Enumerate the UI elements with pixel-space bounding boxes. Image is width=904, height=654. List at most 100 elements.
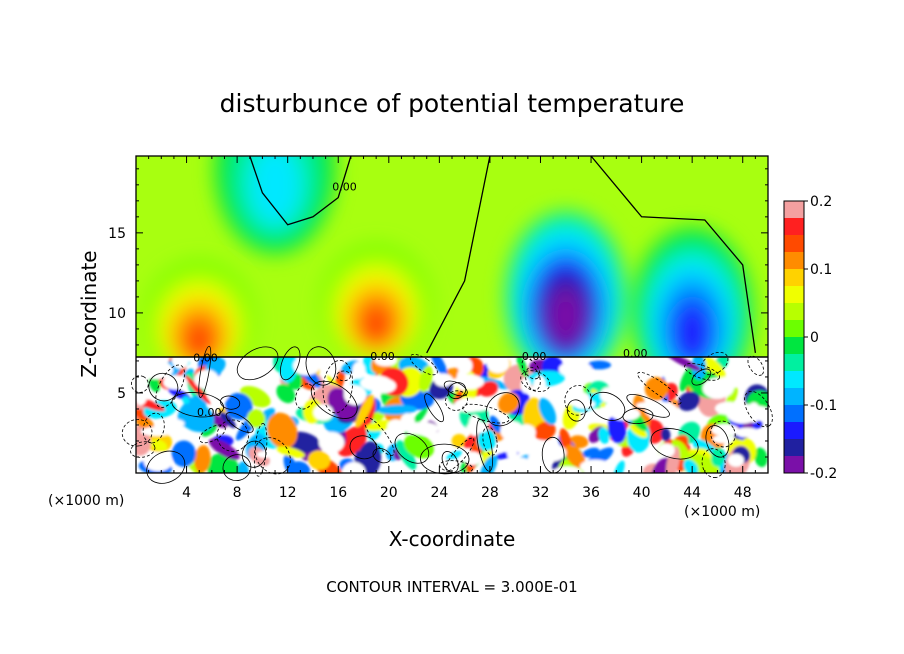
lower-contour	[305, 346, 337, 386]
lower-patch-white	[387, 419, 404, 435]
lower-contour	[747, 355, 765, 376]
colorbar-tick-label: -0.2	[810, 466, 837, 482]
lower-patch-white	[256, 450, 273, 459]
lower-patch-white	[207, 392, 229, 401]
lower-patch	[479, 381, 499, 397]
lower-contour	[254, 437, 291, 475]
contour-label: 0.00	[522, 350, 547, 363]
colorbar-tick-label: 0.1	[810, 262, 832, 278]
lower-contour	[236, 346, 279, 381]
lower-contour	[198, 345, 212, 398]
lower-patch-white	[712, 434, 734, 444]
lower-contour	[710, 420, 736, 448]
lower-contour	[462, 403, 510, 424]
lower-patch	[185, 375, 211, 405]
x-tick-label: 44	[683, 485, 701, 501]
lower-patch	[377, 404, 417, 415]
lower-contour	[372, 448, 392, 464]
lower-patch-white	[318, 431, 345, 453]
lower-contour	[424, 393, 444, 423]
lower-contour	[520, 370, 551, 392]
lower-contour	[225, 412, 254, 433]
lower-patch	[201, 424, 217, 437]
lower-contour	[121, 419, 153, 447]
lower-contour	[171, 392, 224, 418]
y-tick-label: 15	[108, 226, 126, 242]
colorbar-swatch	[784, 354, 804, 372]
lower-patch	[453, 389, 463, 405]
colorbar-swatch	[784, 252, 804, 270]
lower-patches	[136, 357, 768, 473]
lower-patch	[587, 360, 612, 370]
colorbar-swatch	[784, 218, 804, 236]
lower-contour	[700, 351, 729, 376]
lower-patch-white	[463, 400, 491, 412]
lower-contour	[222, 454, 252, 482]
colorbar-swatch	[784, 422, 804, 440]
lower-patch	[607, 415, 627, 444]
lower-patch	[276, 383, 296, 404]
lower-contour	[684, 363, 721, 381]
zero-contour	[249, 155, 352, 226]
lower-patch	[629, 423, 648, 438]
lower-patch-white	[600, 387, 617, 403]
colorbar-tick-label: 0.2	[810, 194, 832, 210]
lower-patch	[691, 357, 707, 380]
x-tick-label: 20	[380, 485, 398, 501]
lower-patch	[238, 461, 249, 473]
lower-patch	[266, 412, 298, 449]
lower-contour	[146, 450, 186, 484]
contour-lines: 0.00 0.00 0.00 0.00 0.00 0.00	[121, 155, 773, 484]
zero-contour	[590, 155, 757, 353]
colorbar-swatch	[784, 405, 804, 423]
lower-patch-white	[579, 459, 611, 473]
zero-contour	[426, 155, 491, 354]
lower-contour	[691, 368, 712, 386]
chart-title: disturbunce of potential temperature	[220, 89, 685, 118]
lower-contour	[336, 370, 351, 382]
lower-patch	[208, 438, 240, 460]
lower-patch	[182, 396, 190, 405]
contour-label: 0.00	[332, 180, 357, 193]
lower-contour	[394, 432, 430, 464]
lower-patch-white	[566, 391, 590, 407]
lower-patch	[355, 394, 374, 428]
colorbar-tick-label: -0.1	[810, 398, 837, 414]
lower-patch-white	[140, 426, 173, 436]
lower-patch	[403, 434, 435, 459]
colorbar-swatch	[784, 371, 804, 389]
colorbar-swatch	[784, 303, 804, 321]
lower-patch	[677, 391, 701, 411]
x-tick-label: 16	[329, 485, 347, 501]
lower-contour	[701, 448, 726, 478]
lower-contour	[445, 437, 475, 472]
lower-patch-white	[371, 378, 397, 394]
lower-patch	[671, 439, 689, 460]
lower-patch-white	[533, 376, 546, 395]
x-tick-label: 36	[582, 485, 600, 501]
x-tick-label: 24	[430, 485, 448, 501]
lower-contour	[744, 390, 773, 428]
colorbar-swatch	[784, 235, 804, 253]
lower-patch-white	[741, 405, 768, 416]
lower-patch	[498, 392, 520, 414]
lower-patch-white	[516, 424, 536, 441]
lower-patch-white	[453, 374, 485, 390]
lower-patch-white	[620, 357, 649, 370]
contour-interval-note: CONTOUR INTERVAL = 3.000E-01	[326, 578, 577, 596]
lower-patch-white	[255, 369, 270, 382]
lower-contour	[637, 371, 682, 405]
lower-contour	[420, 443, 470, 475]
lower-contour	[310, 380, 358, 419]
lower-contour	[564, 385, 592, 416]
lower-patch-white	[734, 427, 760, 438]
colorbar-swatch	[784, 201, 804, 219]
lower-patch-white	[610, 407, 641, 421]
cold-region	[547, 287, 584, 347]
colorbar-swatch	[784, 337, 804, 355]
colorbar-swatch	[784, 456, 804, 474]
lower-contour	[216, 419, 249, 452]
contour-label: 0.00	[370, 350, 395, 363]
